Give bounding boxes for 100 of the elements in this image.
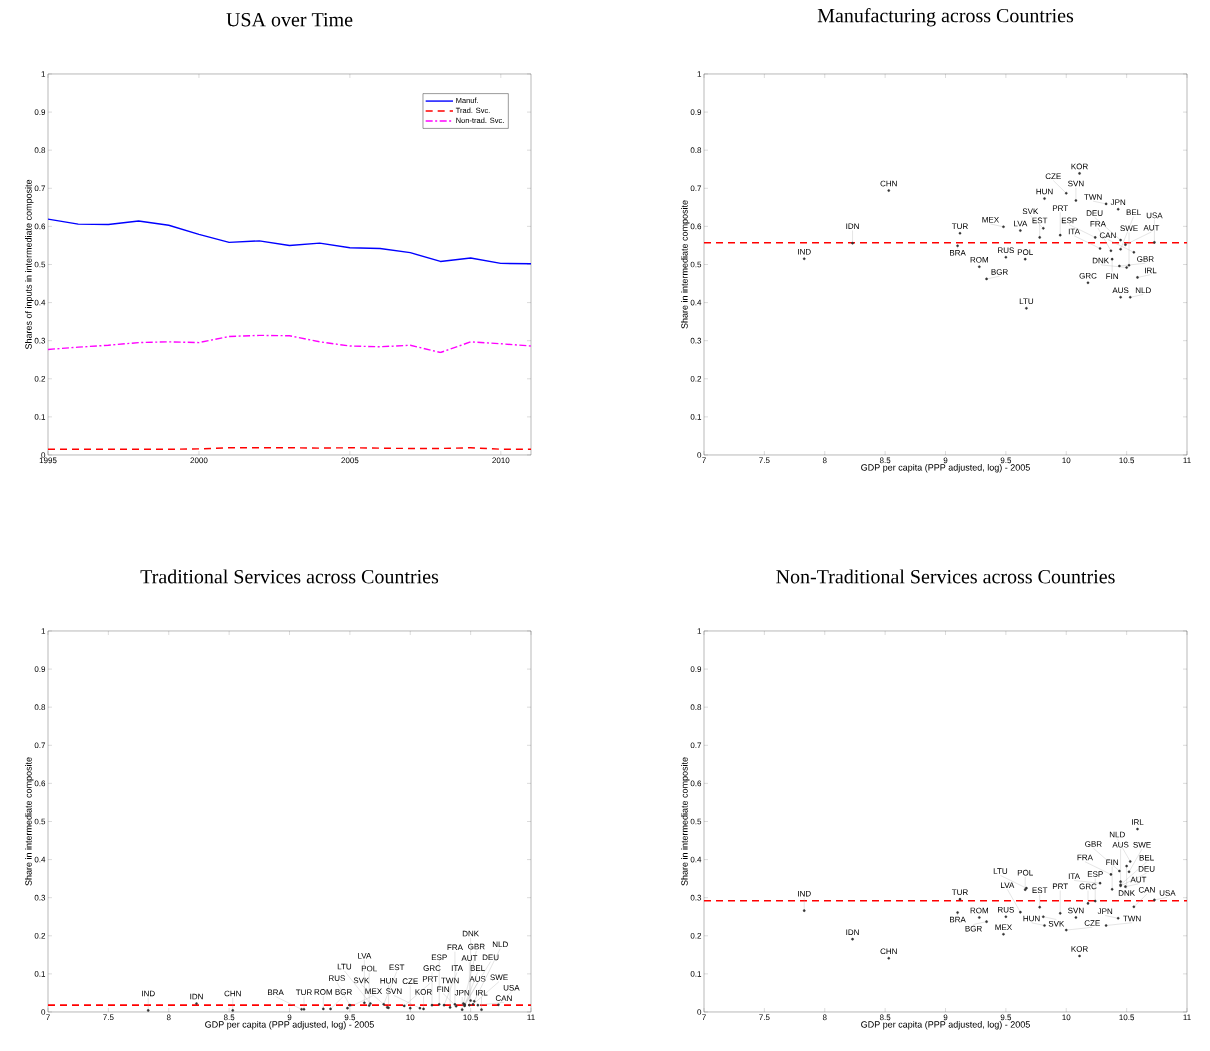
data-label: PRT (1052, 205, 1068, 211)
y-tick-label: 0.7 (690, 185, 702, 192)
data-label: NLD (492, 941, 508, 948)
y-tick-label: 0.8 (34, 147, 46, 154)
data-label: SVN (1068, 907, 1084, 914)
x-tick-label: 11 (1183, 1014, 1191, 1021)
data-label: SVN (386, 988, 402, 995)
x-tick-label: 10.5 (1119, 1014, 1135, 1021)
data-label: MEX (982, 217, 999, 223)
x-axis-title: GDP per capita (PPP adjusted, log) - 2005 (861, 1021, 1030, 1030)
y-tick-label: 0.4 (34, 856, 46, 863)
data-label: JPN (1097, 908, 1113, 915)
data-label: KOR (415, 989, 432, 995)
y-tick-label: 0.6 (690, 780, 702, 787)
x-tick-label: 7 (702, 1014, 706, 1021)
y-tick-label: 0.7 (34, 185, 46, 192)
y-tick-label: 0.6 (690, 223, 702, 230)
data-label: ROM (970, 907, 988, 914)
data-label: GRC (423, 965, 441, 971)
data-label: TWN (1123, 915, 1141, 922)
y-tick-label: 0.2 (690, 375, 702, 382)
data-label: LVA (1014, 220, 1028, 227)
data-label: DNK (1092, 257, 1109, 264)
x-tick-label: 9 (287, 1014, 292, 1021)
x-tick-label: 8 (822, 1014, 827, 1021)
data-label: IDN (846, 223, 859, 229)
data-label: CAN (1099, 232, 1116, 239)
y-axis-title: Shares of inputs in intermediate composite (25, 179, 34, 350)
y-tick-label: 0.8 (690, 704, 702, 711)
data-label: IDN (190, 993, 203, 1000)
data-label: CHN (880, 948, 897, 955)
data-label: BGR (965, 925, 982, 932)
data-label: FIN (1106, 273, 1118, 279)
data-label: IND (142, 990, 155, 997)
data-label: DEU (482, 954, 499, 961)
data-label: DNK (1118, 890, 1135, 896)
data-label: BEL (470, 965, 485, 971)
x-tick-label: 8 (166, 1014, 171, 1021)
y-tick-label: 0.7 (690, 742, 702, 749)
data-label: JPN (454, 989, 470, 996)
y-tick-label: 0.6 (34, 780, 46, 787)
data-label: CZE (1084, 920, 1100, 926)
data-label: AUS (1112, 841, 1129, 848)
x-tick-label: 7.5 (759, 1014, 770, 1021)
x-tick-label: 7 (46, 1014, 50, 1021)
data-label: NLD (1109, 831, 1125, 838)
data-label: POL (361, 965, 377, 972)
data-label: LTU (337, 963, 352, 970)
x-tick-label: 2010 (492, 457, 510, 464)
data-label: AUS (1112, 287, 1129, 294)
data-label: MEX (365, 988, 382, 994)
x-tick-label: 7 (702, 457, 706, 464)
data-label: PRT (1052, 883, 1068, 890)
data-label: GBR (468, 943, 485, 950)
y-tick-label: 0.2 (690, 932, 702, 939)
data-label: IRL (1145, 267, 1157, 274)
x-tick-label: 9.5 (344, 1014, 356, 1021)
y-axis-title: Share in intermediate composite (25, 757, 34, 886)
data-label: TUR (951, 889, 968, 895)
x-tick-label: 10 (1062, 457, 1071, 464)
data-label: ROM (314, 989, 332, 995)
data-label: ITA (1068, 228, 1080, 235)
data-label: BRA (268, 989, 284, 996)
data-label: HUN (1023, 915, 1040, 922)
data-label: FIN (1106, 859, 1118, 866)
data-label: DEU (1086, 210, 1103, 216)
data-label: GBR (1085, 841, 1102, 847)
data-label: CZE (402, 978, 418, 985)
data-label: ESP (1087, 871, 1103, 877)
y-tick-label: 0.9 (34, 109, 46, 115)
x-tick-label: 10.5 (463, 1014, 479, 1021)
x-tick-label: 8.5 (879, 457, 891, 464)
y-tick-label: 0 (697, 452, 702, 458)
data-label: DEU (1138, 866, 1155, 872)
data-label: BGR (991, 269, 1008, 275)
y-tick-label: 0.2 (34, 375, 46, 382)
data-label: IND (798, 890, 811, 897)
data-label: TUR (951, 223, 968, 230)
y-tick-label: 0.8 (34, 704, 46, 711)
y-tick-label: 0.3 (690, 337, 702, 344)
data-label: CAN (1138, 887, 1155, 893)
data-label: AUT (461, 955, 478, 961)
data-label: USA (503, 984, 520, 991)
x-tick-label: 10 (406, 1014, 415, 1021)
data-label: LTU (1019, 298, 1034, 305)
data-label: GRC (1079, 883, 1097, 890)
y-tick-label: 0.8 (690, 147, 702, 154)
y-axis-title: Share in intermediate composite (681, 757, 690, 886)
y-tick-label: 0 (697, 1009, 702, 1015)
data-label: IRL (476, 989, 488, 996)
data-label: RUS (998, 906, 1014, 913)
chart-title: Manufacturing across Countries (817, 8, 1074, 27)
y-tick-label: 0.5 (34, 818, 46, 825)
data-label: RUS (329, 975, 345, 981)
y-tick-label: 0.1 (34, 414, 46, 420)
x-tick-label: 9.5 (1000, 457, 1012, 464)
data-label: IRL (1132, 819, 1144, 825)
data-label: AUT (1130, 876, 1147, 883)
y-tick-label: 0.1 (690, 414, 702, 420)
x-tick-label: 10.5 (1119, 457, 1135, 464)
